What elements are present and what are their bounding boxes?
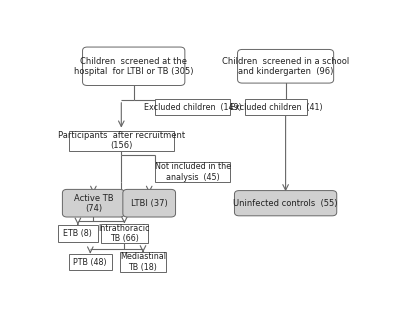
FancyBboxPatch shape — [234, 191, 337, 216]
FancyBboxPatch shape — [120, 252, 166, 272]
Text: LTBI (37): LTBI (37) — [131, 199, 168, 208]
FancyBboxPatch shape — [69, 130, 174, 151]
Text: Uninfected controls  (55): Uninfected controls (55) — [233, 199, 338, 208]
FancyBboxPatch shape — [62, 189, 124, 217]
Text: Children  screened in a school
and kindergarten  (96): Children screened in a school and kinder… — [222, 56, 349, 76]
Text: Not included in the
analysis  (45): Not included in the analysis (45) — [154, 162, 231, 182]
FancyBboxPatch shape — [155, 162, 230, 182]
FancyBboxPatch shape — [155, 99, 230, 115]
FancyBboxPatch shape — [238, 49, 334, 83]
Text: Participants  after recruitment
(156): Participants after recruitment (156) — [58, 131, 185, 150]
FancyBboxPatch shape — [245, 99, 307, 115]
Text: PTB (48): PTB (48) — [74, 258, 107, 266]
Text: ETB (8): ETB (8) — [64, 229, 92, 238]
Text: Mediastinal
TB (18): Mediastinal TB (18) — [120, 252, 166, 272]
Text: Intrathoracic
TB (66): Intrathoracic TB (66) — [99, 223, 150, 243]
Text: Excluded children  (41): Excluded children (41) — [230, 103, 323, 112]
FancyBboxPatch shape — [58, 225, 98, 241]
FancyBboxPatch shape — [123, 189, 176, 217]
Text: Excluded children  (149): Excluded children (149) — [144, 103, 242, 112]
FancyBboxPatch shape — [101, 224, 148, 243]
Text: Children  screened at the
hospital  for LTBI or TB (305): Children screened at the hospital for LT… — [74, 56, 194, 76]
FancyBboxPatch shape — [82, 47, 185, 85]
FancyBboxPatch shape — [69, 254, 112, 271]
Text: Active TB
(74): Active TB (74) — [74, 193, 113, 213]
